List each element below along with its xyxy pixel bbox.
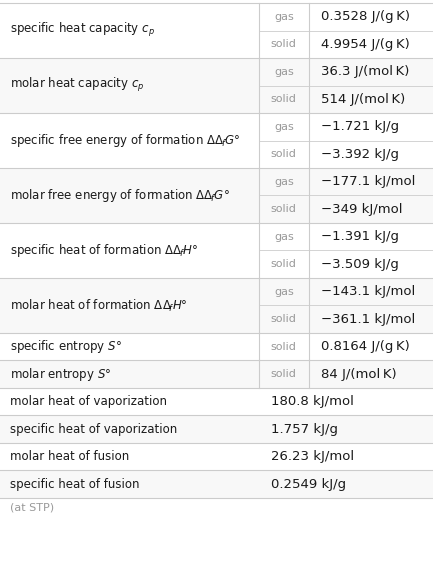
- Bar: [0, 3, 433, 58]
- Text: 0.2549 kJ/g: 0.2549 kJ/g: [271, 478, 346, 491]
- Bar: [0, 278, 433, 333]
- Text: −143.1 kJ/mol: −143.1 kJ/mol: [321, 285, 415, 298]
- Text: gas: gas: [274, 67, 294, 77]
- Text: molar heat of formation Δ$\Delta_{\!f}H°$: molar heat of formation Δ$\Delta_{\!f}H°…: [10, 297, 187, 314]
- Text: 36.3 J/(mol K): 36.3 J/(mol K): [321, 65, 409, 78]
- Text: molar entropy $S°$: molar entropy $S°$: [10, 366, 111, 383]
- Text: specific heat of formation Δ$\Delta_{\!f}H°$: specific heat of formation Δ$\Delta_{\!f…: [10, 242, 198, 259]
- Text: 0.8164 J/(g K): 0.8164 J/(g K): [321, 340, 410, 353]
- Text: −177.1 kJ/mol: −177.1 kJ/mol: [321, 175, 415, 188]
- Text: 514 J/(mol K): 514 J/(mol K): [321, 93, 405, 106]
- Bar: [0, 388, 433, 415]
- Text: −1.721 kJ/g: −1.721 kJ/g: [321, 120, 399, 133]
- Text: gas: gas: [274, 177, 294, 187]
- Text: solid: solid: [271, 94, 297, 104]
- Text: solid: solid: [271, 40, 297, 49]
- Text: solid: solid: [271, 342, 297, 352]
- Bar: [0, 168, 433, 223]
- Text: −1.391 kJ/g: −1.391 kJ/g: [321, 230, 399, 243]
- Text: molar heat of fusion: molar heat of fusion: [10, 450, 129, 463]
- Bar: [0, 113, 433, 168]
- Text: −3.509 kJ/g: −3.509 kJ/g: [321, 258, 399, 271]
- Text: solid: solid: [271, 314, 297, 324]
- Text: specific heat of fusion: specific heat of fusion: [10, 478, 139, 491]
- Bar: [0, 360, 433, 388]
- Bar: [0, 443, 433, 471]
- Bar: [0, 333, 433, 360]
- Text: −361.1 kJ/mol: −361.1 kJ/mol: [321, 313, 415, 326]
- Text: gas: gas: [274, 12, 294, 21]
- Text: molar heat of vaporization: molar heat of vaporization: [10, 395, 167, 408]
- Text: specific free energy of formation Δ$\Delta_{\!f}G°$: specific free energy of formation Δ$\Del…: [10, 132, 240, 149]
- Text: −3.392 kJ/g: −3.392 kJ/g: [321, 148, 399, 161]
- Text: specific entropy $S°$: specific entropy $S°$: [10, 338, 122, 355]
- Text: gas: gas: [274, 232, 294, 242]
- Text: 26.23 kJ/mol: 26.23 kJ/mol: [271, 450, 354, 463]
- Text: molar heat capacity $c_p$: molar heat capacity $c_p$: [10, 77, 145, 95]
- Bar: [0, 58, 433, 113]
- Text: molar free energy of formation Δ$\Delta_{\!f}G°$: molar free energy of formation Δ$\Delta_…: [10, 187, 230, 204]
- Text: gas: gas: [274, 287, 294, 297]
- Text: specific heat capacity $c_p$: specific heat capacity $c_p$: [10, 21, 155, 40]
- Text: −349 kJ/mol: −349 kJ/mol: [321, 203, 402, 216]
- Text: solid: solid: [271, 259, 297, 269]
- Text: (at STP): (at STP): [10, 503, 54, 513]
- Text: 0.3528 J/(g K): 0.3528 J/(g K): [321, 10, 410, 23]
- Text: solid: solid: [271, 149, 297, 159]
- Bar: [0, 415, 433, 443]
- Text: solid: solid: [271, 205, 297, 214]
- Text: gas: gas: [274, 122, 294, 132]
- Text: 180.8 kJ/mol: 180.8 kJ/mol: [271, 395, 354, 408]
- Bar: [0, 471, 433, 498]
- Text: 4.9954 J/(g K): 4.9954 J/(g K): [321, 38, 410, 51]
- Bar: [0, 223, 433, 278]
- Text: solid: solid: [271, 370, 297, 379]
- Text: 84 J/(mol K): 84 J/(mol K): [321, 368, 396, 381]
- Text: 1.757 kJ/g: 1.757 kJ/g: [271, 423, 338, 436]
- Text: specific heat of vaporization: specific heat of vaporization: [10, 423, 177, 436]
